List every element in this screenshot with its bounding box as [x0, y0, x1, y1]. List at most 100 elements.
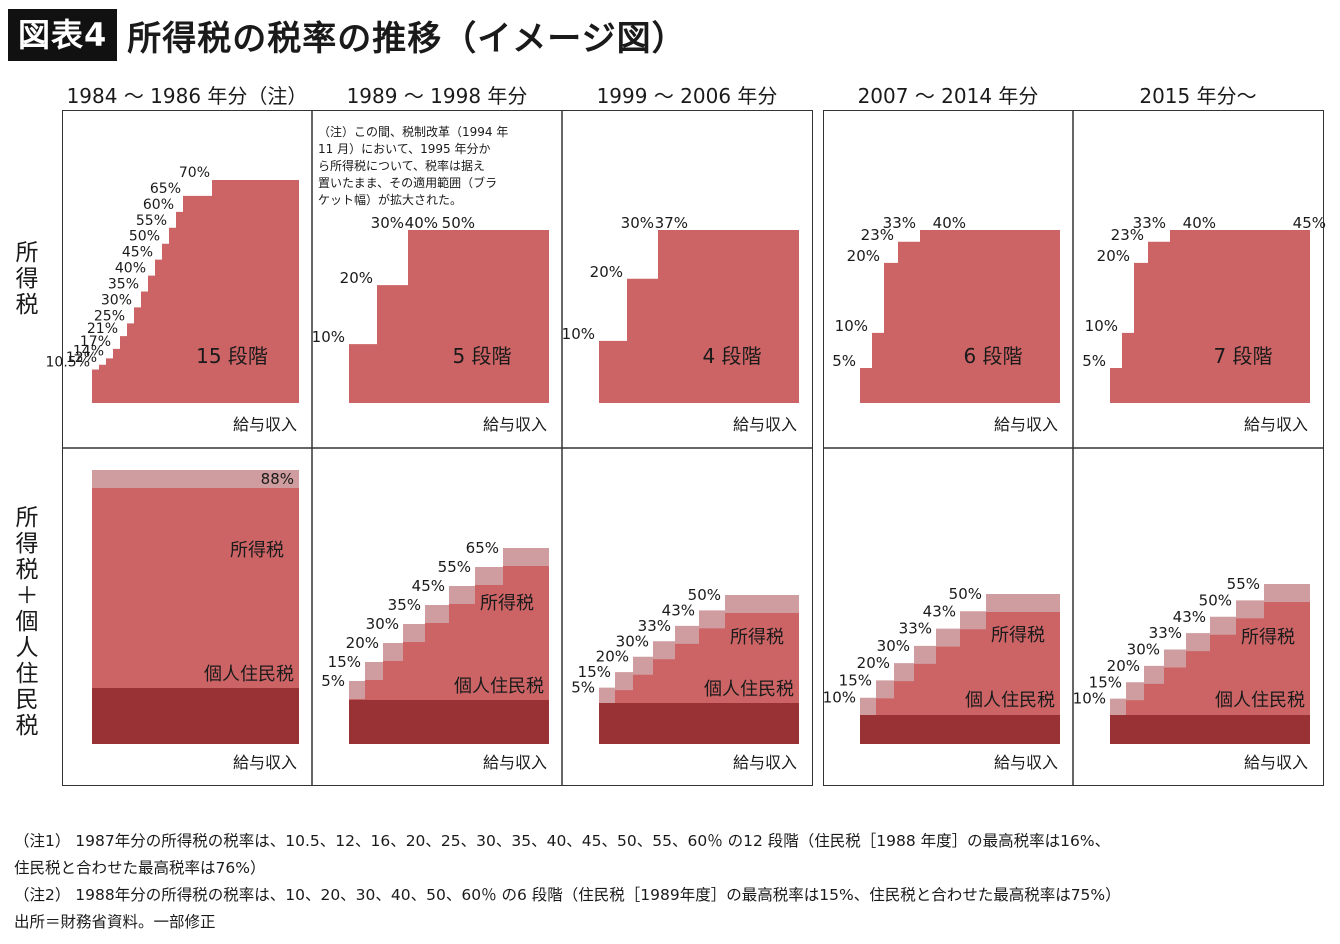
income-tax-area	[1110, 230, 1330, 403]
rate-label: 23%	[1111, 226, 1144, 244]
rate-label: 20%	[590, 263, 623, 281]
series-label-resident-tax: 個人住民税	[454, 676, 544, 697]
x-axis-label: 給与収入	[994, 753, 1058, 772]
panel-note-line: ケット幅）が拡大された。	[318, 193, 463, 207]
rate-label: 20%	[340, 269, 373, 287]
rate-label: 30%	[621, 214, 654, 232]
panel-note-line: ら所得税について、税率は据え	[318, 159, 486, 173]
bracket-count-label: 7 段階	[1213, 344, 1272, 368]
rate-label: 30%	[616, 632, 649, 650]
rate-label: 45%	[1293, 214, 1326, 232]
rate-label: 20%	[847, 247, 880, 265]
rate-label: 40%	[933, 214, 966, 232]
figure-header: 図表4 所得税の税率の推移（イメージ図）	[8, 8, 687, 62]
panel-note-line: 11 月）において、1995 年分か	[318, 142, 491, 156]
series-label-income-tax: 所得税	[230, 540, 284, 561]
series-label-resident-tax: 個人住民税	[1215, 690, 1305, 711]
series-label-resident-tax: 個人住民税	[704, 679, 794, 700]
rate-label: 10%	[1073, 690, 1106, 708]
resident-tax-area	[599, 703, 799, 744]
rate-label: 33%	[638, 617, 671, 635]
rate-label: 23%	[861, 226, 894, 244]
figure-number: 図表4	[8, 9, 118, 61]
x-axis-label: 給与収入	[483, 415, 547, 434]
x-axis-label: 給与収入	[733, 415, 797, 434]
rate-label: 5%	[321, 672, 345, 690]
rate-label: 10%	[312, 328, 345, 346]
rate-label: 50%	[688, 586, 721, 604]
x-axis-label: 給与収入	[1244, 415, 1308, 434]
rate-label: 20%	[1107, 657, 1140, 675]
rate-label: 30%	[101, 292, 132, 308]
rate-label: 10%	[562, 325, 595, 343]
x-axis-label: 給与収入	[1244, 753, 1308, 772]
income-tax-area	[860, 612, 1060, 715]
series-label-income-tax: 所得税	[480, 593, 534, 614]
footnote-1-cont: 住民税と合わせた最高税率は76%）	[14, 859, 266, 877]
rate-label: 43%	[662, 601, 695, 619]
resident-tax-area	[349, 700, 549, 744]
bracket-count-label: 6 段階	[963, 344, 1022, 368]
rate-label: 55%	[136, 213, 167, 229]
rate-label: 30%	[877, 637, 910, 655]
series-label-resident-tax: 個人住民税	[204, 664, 294, 685]
footnote-2: （注2） 1988年分の所得税の税率は、10、20、30、40、50、60％ の…	[14, 886, 1121, 904]
income-tax-area	[1110, 602, 1310, 715]
rate-label: 70%	[179, 165, 210, 181]
rate-label: 55%	[1227, 575, 1260, 593]
rate-label: 33%	[1133, 214, 1166, 232]
column-heading-2007: 2007 ～ 2014 年分	[857, 84, 1039, 108]
rate-label: 40%	[1183, 214, 1216, 232]
income-tax-area	[349, 566, 549, 700]
rate-label: 20%	[857, 654, 890, 672]
rate-label: 21%	[87, 321, 118, 337]
resident-tax-area	[1110, 715, 1310, 744]
rate-label: 10%	[1085, 317, 1118, 335]
rate-label: 65%	[466, 539, 499, 557]
rate-label: 55%	[438, 558, 471, 576]
rate-label: 50%	[442, 214, 475, 232]
footnote-1: （注1） 1987年分の所得税の税率は、10.5、12、16、20、25、30、…	[14, 832, 1111, 850]
column-heading-2015: 2015 年分～	[1139, 84, 1257, 108]
rate-label: 37%	[655, 214, 688, 232]
rate-label: 5%	[571, 679, 595, 697]
rate-label: 14%	[73, 343, 104, 359]
rate-label: 35%	[108, 277, 139, 293]
rate-label: 5%	[1082, 352, 1106, 370]
rate-label: 15%	[839, 671, 872, 689]
bracket-count-label: 4 段階	[702, 344, 761, 368]
column-heading-1989: 1989 ～ 1998 年分	[346, 84, 528, 108]
rate-label: 17%	[80, 334, 111, 350]
income-tax-area	[349, 230, 549, 403]
column-heading-1984: 1984 ～ 1986 年分（注）	[66, 84, 308, 108]
resident-tax-area	[92, 688, 299, 744]
series-label-income-tax: 所得税	[991, 625, 1045, 646]
rate-label: 20%	[346, 634, 379, 652]
rate-label: 15%	[328, 653, 361, 671]
income-tax-area	[599, 613, 799, 703]
x-axis-label: 給与収入	[483, 753, 547, 772]
column-heading-1999: 1999 ～ 2006 年分	[596, 84, 778, 108]
rate-label: 30%	[1127, 641, 1160, 659]
income-tax-area	[599, 230, 799, 403]
rate-label: 33%	[883, 214, 916, 232]
rate-label: 10.5%	[46, 355, 90, 371]
source-note: 出所＝財務省資料。一部修正	[14, 913, 216, 931]
rate-label: 15%	[1089, 673, 1122, 691]
income-tax-area	[92, 180, 299, 403]
row-heading-combined-tax: 所得税＋個人住民税	[15, 505, 39, 739]
rate-label: 12%	[66, 350, 97, 366]
rate-label: 35%	[388, 596, 421, 614]
rate-label: 65%	[150, 181, 181, 197]
rate-label: 5%	[832, 352, 856, 370]
rate-label: 60%	[143, 197, 174, 213]
rate-label: 43%	[923, 602, 956, 620]
rate-label: 45%	[122, 245, 153, 261]
panel-note-line: 置いたまま、その適用範囲（ブラ	[318, 176, 498, 190]
series-label-income-tax: 所得税	[730, 627, 784, 648]
bracket-count-label: 5 段階	[452, 344, 511, 368]
rate-label: 30%	[371, 214, 404, 232]
rate-label: 45%	[412, 577, 445, 595]
x-axis-label: 給与収入	[994, 415, 1058, 434]
